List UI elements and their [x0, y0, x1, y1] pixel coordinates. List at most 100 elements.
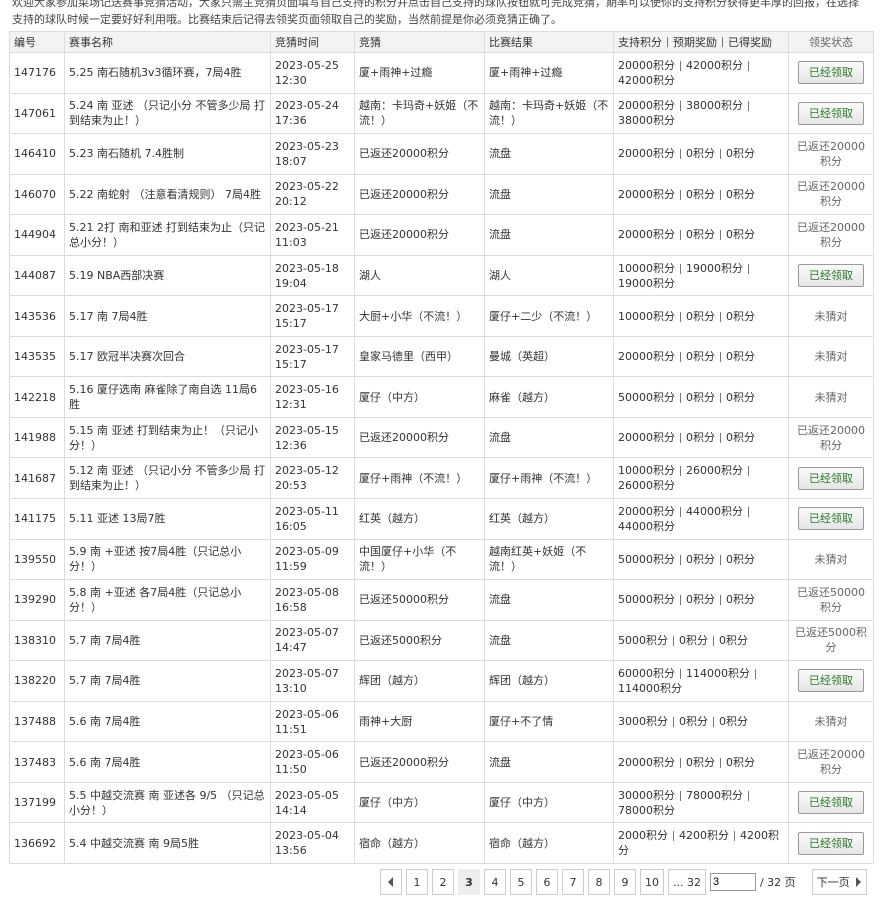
- table-row: 137488 5.6 南 7局4胜 2023-05-06 11:51 雨神+大厨 厦仔+不…: [10, 701, 873, 743]
- claim-button[interactable]: 已经领取: [798, 466, 864, 490]
- match-name: 5.16 厦仔选南 麻雀除了南自选 11局6胜: [69, 383, 257, 412]
- guess-time: 2023-05-22 20:12: [275, 179, 339, 209]
- page-link[interactable]: 6: [536, 869, 558, 895]
- page-link[interactable]: ... 32: [668, 869, 706, 895]
- guess-time: 2023-05-25 12:30: [275, 58, 339, 88]
- points-value: 26000积分: [686, 464, 743, 478]
- page-link[interactable]: 5: [510, 869, 532, 895]
- cell: 曼城（英超）: [485, 336, 614, 377]
- result: 越南：卡玛奇+妖姬（不流！）: [489, 99, 609, 128]
- cell: 已返还20000积分: [355, 215, 485, 255]
- page-link[interactable]: 1: [406, 869, 428, 895]
- cell: 5.19 NBA西部决赛: [65, 255, 271, 296]
- result: 麻雀（越方）: [489, 390, 555, 404]
- points-value: 0积分: [726, 552, 755, 566]
- match-name: 5.24 南 亚述 （只记小分 不管多少局 打到结束为止！）: [69, 99, 265, 128]
- cell: 5.22 南蛇射 （注意看清规则） 7局4胜: [65, 174, 271, 215]
- status: 已返还50000积分: [797, 585, 865, 614]
- result: 厦+雨神+过瘾: [489, 66, 563, 80]
- separator: [680, 466, 681, 477]
- points: 10000积分 19000积分19000积分: [618, 261, 784, 291]
- points-value: 19000积分: [686, 261, 743, 275]
- points-value: 42000积分: [686, 58, 743, 72]
- points: 50000积分 0积分 0积分: [618, 592, 755, 607]
- cell: 流盘: [485, 580, 614, 620]
- cell: 2023-05-23 18:07: [271, 134, 355, 174]
- page-input[interactable]: [709, 873, 756, 891]
- cell: 2023-05-25 12:30: [271, 53, 355, 93]
- result: 流盘: [489, 147, 511, 161]
- cell: 2023-05-12 20:53: [271, 458, 355, 499]
- intro-line: 支持的球队时候一定要好好利用哦。比赛结束后记得去领奖页面领取自己的奖励，当然前提…: [12, 13, 562, 26]
- claim-button[interactable]: 已经领取: [798, 264, 864, 287]
- guess: 宿命（越方）: [359, 836, 425, 850]
- date: 2023-05-23: [275, 139, 339, 153]
- claim-button[interactable]: 已经领取: [798, 791, 864, 815]
- cell: 2023-05-22 20:12: [271, 174, 355, 215]
- date: 2023-05-17: [275, 342, 339, 356]
- cell: 5.7 南 7局4胜: [65, 661, 271, 701]
- separator: [720, 230, 721, 241]
- cell: 湖人: [485, 255, 614, 296]
- cell: 5.4 中越交流赛 南 9局5胜: [65, 823, 271, 863]
- page-link[interactable]: 3: [458, 869, 480, 895]
- match-name: 5.17 欧冠半决赛次回合: [69, 350, 185, 364]
- separator: [680, 60, 681, 71]
- next-page[interactable]: 下一页: [811, 869, 867, 895]
- header-text: 竞猜时间: [275, 35, 319, 49]
- cell: 136692: [10, 823, 65, 863]
- cell: 141687: [10, 458, 65, 499]
- cell: 2023-05-05 14:14: [271, 782, 355, 823]
- cell: 厦仔+不了情: [485, 701, 614, 742]
- time: 14:47: [275, 641, 307, 655]
- table-row: 141175 5.11 亚述 13局7胜 2023-05-11 16:05 红英（越方）…: [10, 499, 873, 540]
- page-link[interactable]: 4: [484, 869, 506, 895]
- result: 曼城（英超）: [489, 350, 555, 364]
- points-value: 50000积分: [618, 593, 675, 607]
- cell: 144087: [10, 255, 65, 296]
- page-link[interactable]: 9: [614, 869, 636, 895]
- claim-button[interactable]: 已经领取: [798, 507, 864, 531]
- cell: 2023-05-04 13:56: [271, 823, 355, 863]
- separator: [680, 263, 681, 274]
- claim-button[interactable]: 已经领取: [798, 831, 864, 855]
- page-link[interactable]: 8: [588, 869, 610, 895]
- cell: 10000积分 0积分 0积分: [614, 296, 789, 336]
- cell: 已经领取: [789, 823, 873, 863]
- match-name: 5.17 南 7局4胜: [69, 309, 148, 323]
- cell: 2023-05-06 11:51: [271, 701, 355, 742]
- points-value: 0积分: [686, 593, 715, 607]
- points-value: 114000积分: [618, 681, 682, 695]
- cell: 宿命（越方）: [485, 823, 614, 863]
- cell: 138310: [10, 620, 65, 661]
- points: 20000积分 0积分 0积分: [618, 146, 755, 161]
- header-cell: 赛事名称: [65, 32, 271, 52]
- prev-arrow[interactable]: [380, 869, 402, 895]
- points-value: 44000积分: [686, 504, 743, 518]
- id: 143535: [14, 350, 56, 364]
- cell: 5.15 南 亚述 打到结束为止！（只记小分！）: [65, 417, 271, 458]
- claim-button[interactable]: 已经领取: [798, 61, 864, 85]
- points: 20000积分 0积分 0积分: [618, 430, 755, 445]
- page-link[interactable]: 10: [640, 869, 664, 895]
- page-link[interactable]: 2: [432, 869, 454, 895]
- separator: [680, 668, 681, 679]
- points-value: 78000积分: [686, 788, 743, 802]
- claim-button[interactable]: 已经领取: [798, 101, 864, 125]
- page-link[interactable]: 7: [562, 869, 584, 895]
- id: 139550: [14, 552, 56, 566]
- claim-button[interactable]: 已经领取: [798, 669, 864, 693]
- table-row: 141687 5.12 南 亚述 （只记小分 不管多少局 打到结束为止！） 2023…: [10, 458, 873, 500]
- header-cell: 竞猜: [355, 32, 485, 52]
- cell: 已返还20000积分: [355, 174, 485, 215]
- status: 未猜对: [814, 350, 848, 364]
- id: 137488: [14, 715, 56, 729]
- guess-time: 2023-05-16 12:31: [275, 382, 339, 412]
- cell: 5.9 南 +亚述 按7局4胜（只记总小分！）: [65, 539, 271, 580]
- table-row: 139290 5.8 南 +亚述 各7局4胜（只记总小分！） 2023-05-08 1…: [10, 580, 873, 621]
- separator: [680, 352, 681, 363]
- id: 137483: [14, 755, 56, 769]
- cell: 厦仔（中方）: [355, 377, 485, 417]
- cell: 2023-05-07 14:47: [271, 620, 355, 661]
- result: 红英（越方）: [489, 512, 555, 526]
